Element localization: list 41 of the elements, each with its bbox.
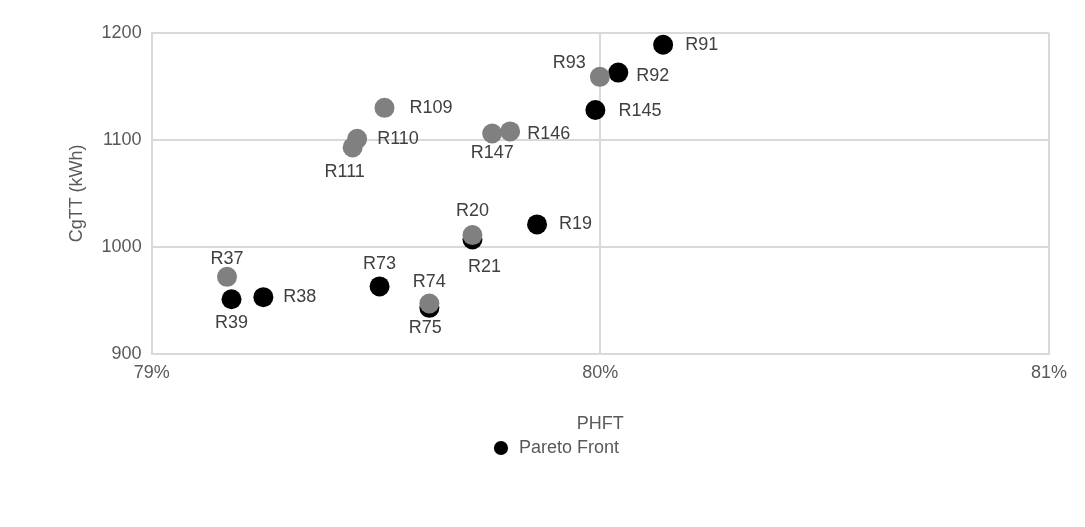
x-axis-title: PHFT — [576, 413, 624, 434]
point — [217, 266, 238, 287]
y-axis-title: CgTT (kWh) — [65, 144, 86, 243]
point — [527, 214, 548, 235]
annotation: R146 — [527, 123, 571, 144]
annotation: R109 — [409, 96, 453, 117]
point — [369, 276, 390, 297]
point — [374, 97, 395, 118]
y-tick-label: 900 — [111, 342, 142, 363]
x-tick-label: 79% — [133, 361, 170, 382]
annotation: R20 — [455, 200, 489, 221]
annotation: R75 — [408, 316, 442, 337]
point — [585, 99, 606, 120]
annotation: R92 — [636, 64, 670, 85]
point — [608, 62, 629, 83]
annotation: R110 — [377, 127, 419, 148]
annotation: R73 — [363, 253, 397, 274]
annotation: R145 — [618, 99, 662, 120]
point — [347, 128, 368, 149]
annotation: R39 — [214, 312, 249, 333]
point — [653, 34, 674, 55]
point — [482, 123, 503, 144]
point — [253, 287, 274, 308]
annotation: R21 — [467, 256, 501, 277]
annotation: R91 — [685, 33, 719, 54]
point — [500, 121, 521, 142]
y-tick-label: 1200 — [101, 21, 142, 42]
annotation: R37 — [210, 247, 244, 268]
point — [221, 289, 242, 310]
point — [589, 66, 610, 87]
y-tick-label: 1100 — [102, 128, 142, 149]
annotation: R38 — [283, 286, 317, 307]
annotation: R93 — [552, 51, 586, 72]
annotation: R147 — [470, 142, 514, 163]
annotation: R74 — [412, 270, 446, 291]
x-tick-label: 80% — [582, 361, 619, 382]
x-tick-label: 81% — [1030, 361, 1068, 382]
legend-label: Pareto Front — [518, 436, 620, 457]
annotation: R111 — [324, 161, 365, 182]
annotation: R19 — [559, 213, 593, 234]
y-tick-label: 1000 — [101, 235, 142, 256]
